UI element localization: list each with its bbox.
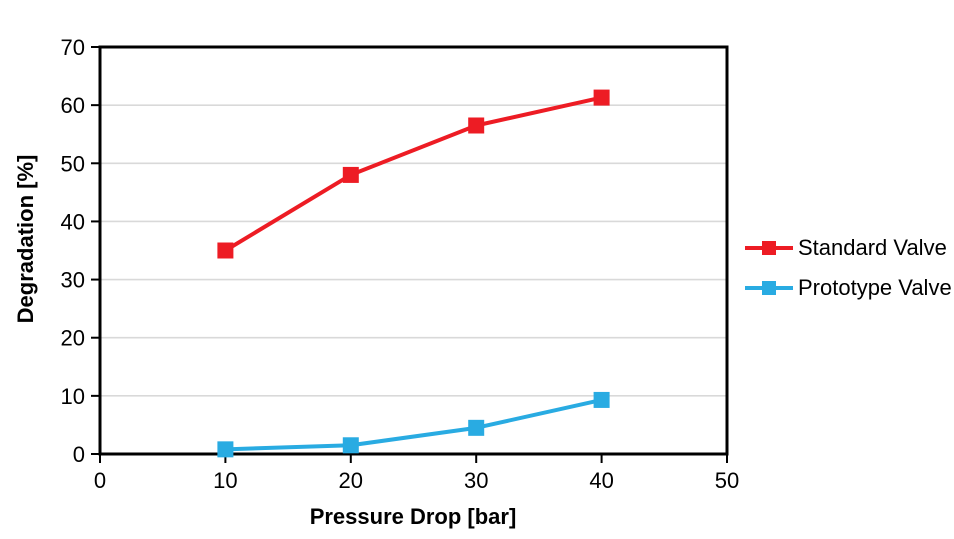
x-tick-label-10: 10	[213, 468, 237, 493]
series-line-0	[224, 95, 603, 253]
x-tick-label-20: 20	[339, 468, 363, 493]
data-point-1-0	[217, 441, 234, 458]
x-tick-label-30: 30	[464, 468, 488, 493]
y-tick-label-40: 40	[61, 209, 85, 234]
y-tick-label-10: 10	[61, 384, 85, 409]
data-point-1-1	[342, 437, 359, 454]
y-tick-label-50: 50	[61, 151, 85, 176]
data-point-1-2	[468, 419, 485, 436]
data-point-0-1	[342, 166, 359, 183]
y-tick-label-70: 70	[61, 35, 85, 60]
y-tick-label-0: 0	[73, 442, 85, 467]
legend-label-standard-valve: Standard Valve	[798, 235, 947, 260]
legend: Standard Valve Prototype Valve	[744, 234, 952, 302]
y-tick-label-20: 20	[61, 326, 85, 351]
standard-valve-swatch-icon	[745, 241, 793, 255]
prototype-valve-swatch-icon	[745, 281, 793, 295]
x-tick-label-40: 40	[589, 468, 613, 493]
y-tick-label-60: 60	[61, 93, 85, 118]
x-tick-label-0: 0	[94, 468, 106, 493]
legend-item-standard-valve: Standard Valve	[744, 234, 952, 262]
data-point-0-2	[468, 117, 485, 134]
y-axis-title: Degradation [%]	[13, 154, 38, 324]
y-tick-label-30: 30	[61, 268, 85, 293]
plot-border	[98, 45, 729, 456]
data-point-0-3	[593, 89, 610, 106]
data-point-1-3	[593, 391, 610, 408]
legend-label-prototype-valve: Prototype Valve	[798, 275, 952, 300]
x-axis-title: Pressure Drop [bar]	[309, 504, 517, 529]
data-point-0-0	[217, 242, 234, 259]
series-line-1	[225, 397, 603, 452]
x-tick-label-50: 50	[715, 468, 739, 493]
legend-item-prototype-valve: Prototype Valve	[744, 274, 952, 302]
